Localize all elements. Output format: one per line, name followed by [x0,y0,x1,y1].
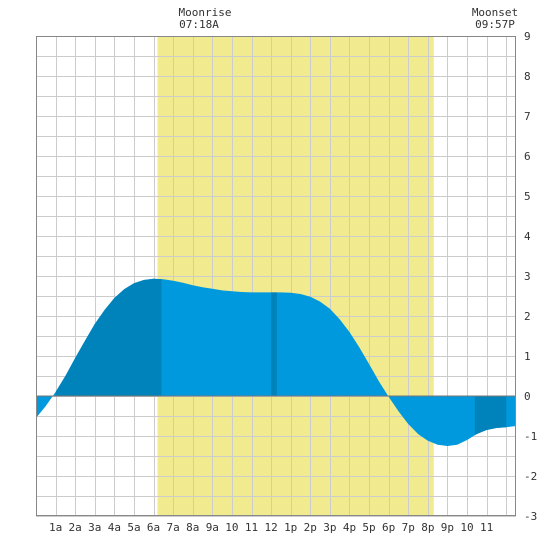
x-tick-label: 6p [382,521,395,534]
x-tick-label: 6a [147,521,160,534]
y-tick-label: -3 [524,510,537,523]
moonrise-time: 07:18A [179,18,219,31]
x-tick-label: 7p [402,521,415,534]
y-tick-label: 9 [524,30,531,43]
x-axis-labels: 1a 2a 3a 4a 5a 6a 7a 8a 9a 10 11 12 1p 2p 3p 4p 5p 6p 7p 8p… [49,521,493,534]
x-tick-label: 2a [69,521,82,534]
y-axis-labels: -3 -2 -1 0 1 2 3 4 5 6 7 8 9 [524,30,537,523]
x-tick-label: 11 [245,521,258,534]
x-tick-label: 12 [264,521,277,534]
y-tick-label: -2 [524,470,537,483]
tide-dark-band [271,278,277,446]
y-tick-label: 3 [524,270,531,283]
x-tick-label: 1a [49,521,62,534]
x-tick-label: 10 [460,521,473,534]
x-tick-label: 9a [206,521,219,534]
y-tick-label: 1 [524,350,531,363]
x-tick-label: 2p [304,521,317,534]
x-tick-label: 9p [441,521,454,534]
moonset-time: 09:57P [475,18,515,31]
x-tick-label: 3a [88,521,101,534]
y-tick-label: -1 [524,430,537,443]
x-tick-label: 1p [284,521,297,534]
x-tick-label: 3p [323,521,336,534]
moonrise-label: Moonrise [179,6,232,19]
x-tick-label: 5a [127,521,140,534]
y-tick-label: 4 [524,230,531,243]
plot-frame [36,36,516,516]
y-tick-label: 6 [524,150,531,163]
y-tick-label: 5 [524,190,531,203]
x-tick-label: 5p [362,521,375,534]
x-tick-label: 8a [186,521,199,534]
x-tick-label: 11 [480,521,493,534]
x-tick-label: 10 [225,521,238,534]
y-tick-label: 2 [524,310,531,323]
x-tick-label: 4p [343,521,356,534]
x-tick-label: 4a [108,521,121,534]
x-tick-label: 7a [167,521,180,534]
moonset-label: Moonset [472,6,518,19]
y-tick-label: 7 [524,110,531,123]
y-tick-label: 8 [524,70,531,83]
grid-lines [36,36,516,517]
y-tick-label: 0 [524,390,531,403]
x-tick-label: 8p [421,521,434,534]
